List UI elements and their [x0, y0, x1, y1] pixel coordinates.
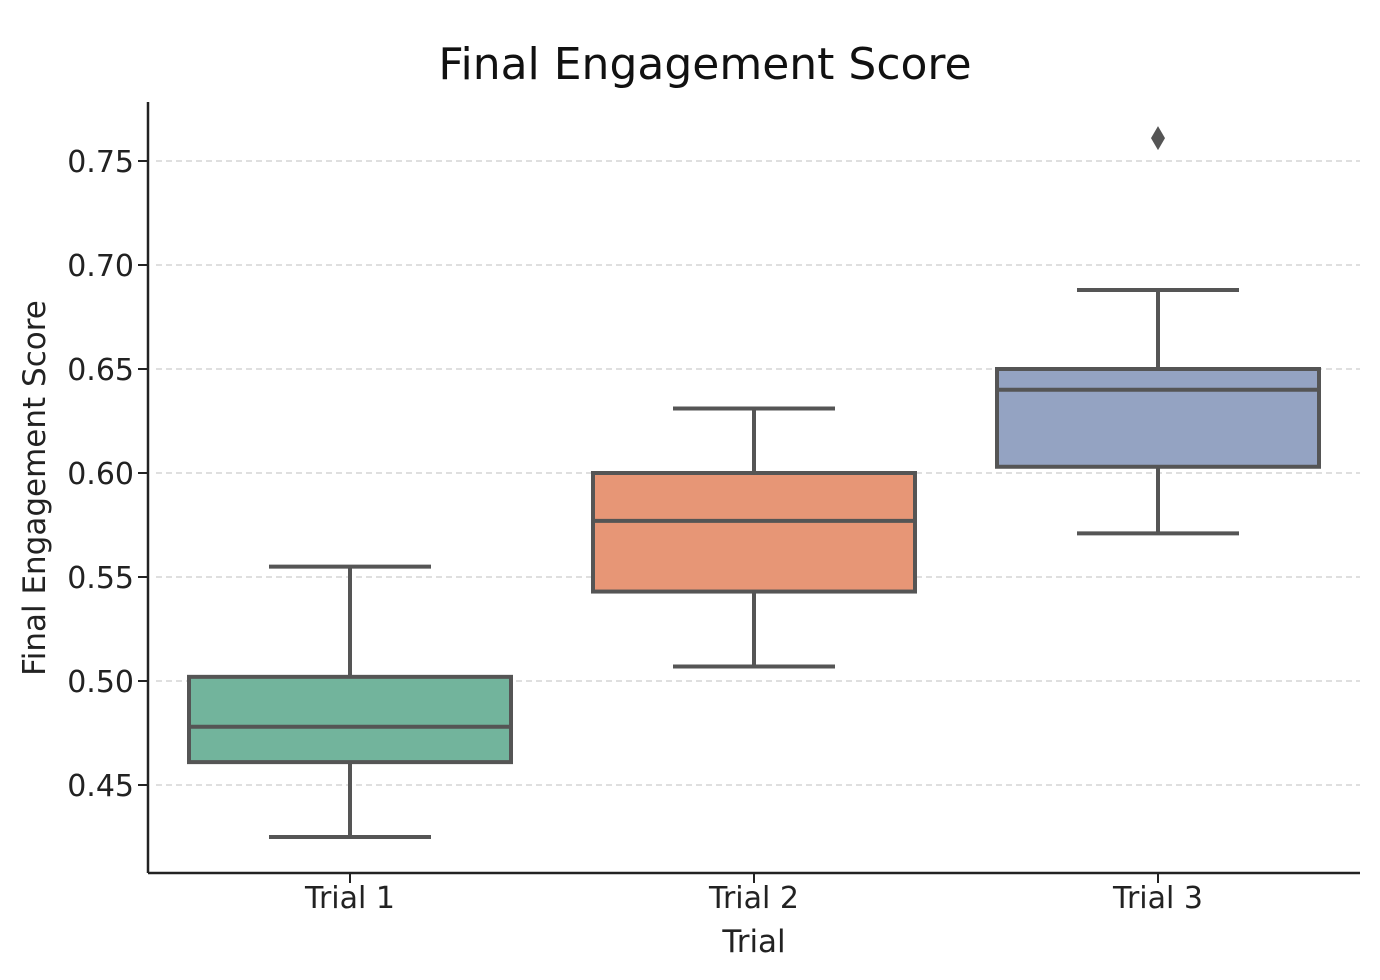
y-tick-label: 0.50 — [67, 665, 134, 700]
y-axis-label: Final Engagement Score — [17, 300, 53, 676]
boxes-group — [187, 126, 1321, 839]
outlier-point — [1151, 126, 1165, 151]
box-body — [591, 471, 917, 594]
y-tick-label: 0.60 — [67, 457, 134, 492]
box-body — [995, 367, 1321, 469]
y-tick-label: 0.55 — [67, 561, 134, 596]
box-body — [187, 674, 513, 765]
x-axis-label: Trial — [721, 924, 785, 960]
y-tick-label: 0.70 — [67, 249, 134, 284]
box-2 — [591, 406, 917, 669]
y-tick-label: 0.75 — [67, 145, 134, 180]
y-tick-label: 0.45 — [67, 769, 134, 804]
y-tick-label: 0.65 — [67, 353, 134, 388]
x-tick-label: Trial 2 — [708, 881, 799, 916]
x-axis-ticks: Trial 1 Trial 2 Trial 3 — [304, 873, 1203, 916]
y-axis-ticks: 0.45 0.50 0.55 0.60 0.65 0.70 0.75 — [67, 145, 148, 804]
x-tick-label: Trial 1 — [304, 881, 395, 916]
box-1 — [187, 564, 513, 839]
box-3 — [995, 126, 1321, 536]
chart-title: Final Engagement Score — [438, 39, 971, 90]
x-tick-label: Trial 3 — [1112, 881, 1203, 916]
